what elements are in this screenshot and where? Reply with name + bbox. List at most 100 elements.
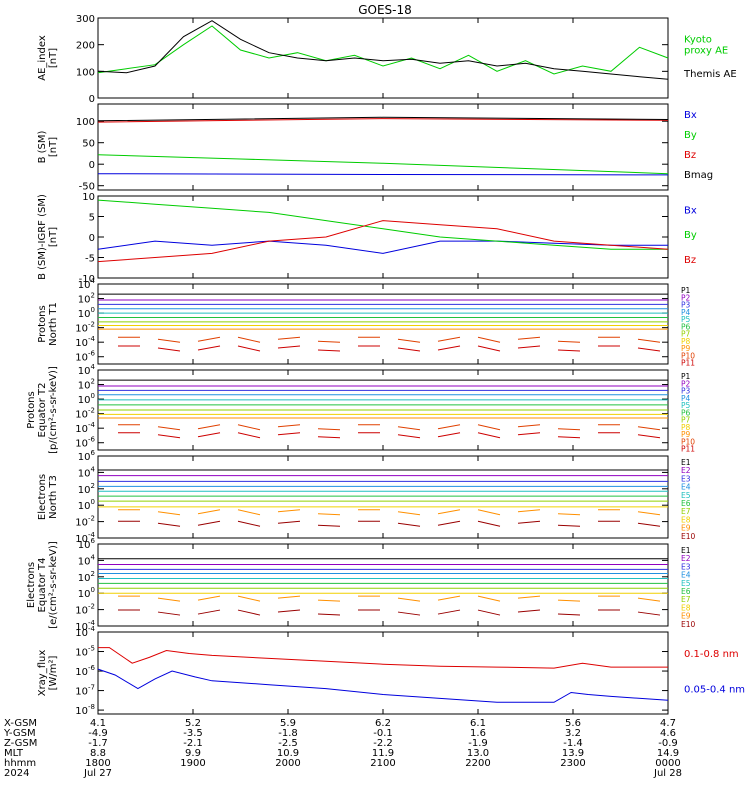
legend-entry: Bx <box>684 110 697 121</box>
panel-frame <box>97 455 669 539</box>
y-axis-label: ElectronsEquator T4[e/(cm²-s-sr-keV)] <box>26 541 59 629</box>
series-line-bres-1 <box>97 199 668 250</box>
legend-entry: By <box>684 130 697 141</box>
series-line-ae-0 <box>97 25 669 75</box>
x-axis-row-label: Z-GSM <box>4 738 37 749</box>
x-axis-value: 4.7 <box>660 718 676 729</box>
x-axis-value: 10.9 <box>277 748 299 759</box>
x-axis-value: 6.1 <box>470 718 486 729</box>
y-tick-label: 102 <box>78 292 95 306</box>
y-tick-label: 104 <box>78 277 96 291</box>
x-axis-value: Jul 27 <box>83 768 112 779</box>
legend-entry: E3 <box>681 562 691 571</box>
legend-entry: Bz <box>684 255 696 266</box>
y-tick-label: 104 <box>78 363 96 377</box>
legend-entry: E1 <box>681 546 691 555</box>
y-tick-label: 100 <box>78 306 95 320</box>
legend-entry: P5 <box>681 401 691 410</box>
channel-line-E10 <box>118 520 661 527</box>
y-tick-label: 102 <box>78 482 95 496</box>
series-line-bres-0 <box>97 240 668 254</box>
series-line-ae-1 <box>97 20 669 80</box>
legend-entry: E8 <box>681 515 691 524</box>
y-tick-label: 100 <box>76 117 95 128</box>
legend-entry: P10 <box>681 351 695 360</box>
legend-entry: 0.1-0.8 nm <box>684 649 739 660</box>
panel-frame <box>97 631 669 715</box>
y-tick-label: 100 <box>78 586 95 600</box>
y-tick-label: 10-6 <box>75 664 95 678</box>
y-tick-label: 10-2 <box>75 515 95 529</box>
y-tick-label: 10-4 <box>75 421 95 435</box>
y-axis-label: Xray_flux[W/m²] <box>37 650 59 697</box>
x-axis-value: -4.9 <box>88 728 108 739</box>
legend-entry: P8 <box>681 337 691 346</box>
channel-line-P11 <box>118 432 661 439</box>
x-axis-value: -3.5 <box>183 728 203 739</box>
legend-entry: P1 <box>681 372 691 381</box>
panel-frame <box>97 543 669 627</box>
legend-entry: E6 <box>681 587 691 596</box>
legend-entry: P5 <box>681 315 691 324</box>
y-tick-label: 10-2 <box>75 407 95 421</box>
y-tick-label: 0 <box>89 233 95 244</box>
legend-entry: E3 <box>681 474 691 483</box>
x-axis-value: Jul 28 <box>653 768 682 779</box>
y-tick-label: 100 <box>78 392 95 406</box>
x-axis-value: -1.8 <box>278 728 298 739</box>
x-axis-value: 4.6 <box>660 728 676 739</box>
legend-entry: P2 <box>681 379 691 388</box>
series-line-xray-1 <box>97 668 669 703</box>
legend-entry: E7 <box>681 595 691 604</box>
legend-entry: P9 <box>681 430 691 439</box>
x-axis-value: 13.0 <box>467 748 489 759</box>
x-axis-value: -1.9 <box>468 738 488 749</box>
legend-entry: P1 <box>681 286 691 295</box>
legend-entry: P3 <box>681 301 691 310</box>
y-tick-label: 10-6 <box>75 436 95 450</box>
legend-entry: Themis AE <box>683 69 737 80</box>
y-tick-label: 104 <box>78 553 96 567</box>
x-axis-row-label: MLT <box>4 748 24 759</box>
x-axis-value: -0.9 <box>658 738 678 749</box>
channel-line-E9 <box>118 595 661 602</box>
legend-entry: E10 <box>681 620 696 629</box>
legend-entry: E5 <box>681 579 691 588</box>
channel-line-E9 <box>118 509 661 516</box>
legend-entry: E7 <box>681 507 691 516</box>
y-tick-label: 10-4 <box>75 335 95 349</box>
series-line-bres-2 <box>97 220 669 263</box>
x-axis-value: 3.2 <box>565 728 581 739</box>
legend-entry: P9 <box>681 344 691 353</box>
x-axis-value: 1800 <box>85 758 110 769</box>
x-axis-row-label: 2024 <box>4 768 29 779</box>
y-tick-label: 104 <box>78 465 96 479</box>
y-tick-label: 10-6 <box>75 350 95 364</box>
x-axis-value: 2100 <box>370 758 395 769</box>
y-tick-label: 106 <box>78 537 96 551</box>
channel-line-P11 <box>118 345 661 352</box>
y-tick-label: 300 <box>76 14 95 25</box>
y-tick-label: 102 <box>78 378 95 392</box>
y-tick-label: 10-5 <box>75 645 95 659</box>
legend-entry: E4 <box>681 571 691 580</box>
y-tick-label: -10 <box>79 274 95 285</box>
x-axis-value: -1.7 <box>88 738 108 749</box>
x-axis-value: 6.2 <box>375 718 391 729</box>
y-tick-label: 50 <box>82 139 95 150</box>
channel-line-P10 <box>118 336 661 343</box>
x-axis-value: 2200 <box>465 758 490 769</box>
y-tick-label: 100 <box>78 498 95 512</box>
x-axis-value: -2.1 <box>183 738 203 749</box>
x-axis-value: 5.2 <box>185 718 201 729</box>
legend-entry: E2 <box>681 554 691 563</box>
y-tick-label: -50 <box>79 182 95 193</box>
x-axis-value: -2.2 <box>373 738 393 749</box>
y-axis-label: B (SM)-IGRF (SM)[nT] <box>37 194 59 280</box>
legend-entry: P4 <box>681 394 691 403</box>
x-axis-value: 14.9 <box>657 748 679 759</box>
legend-entry: P7 <box>681 416 691 425</box>
